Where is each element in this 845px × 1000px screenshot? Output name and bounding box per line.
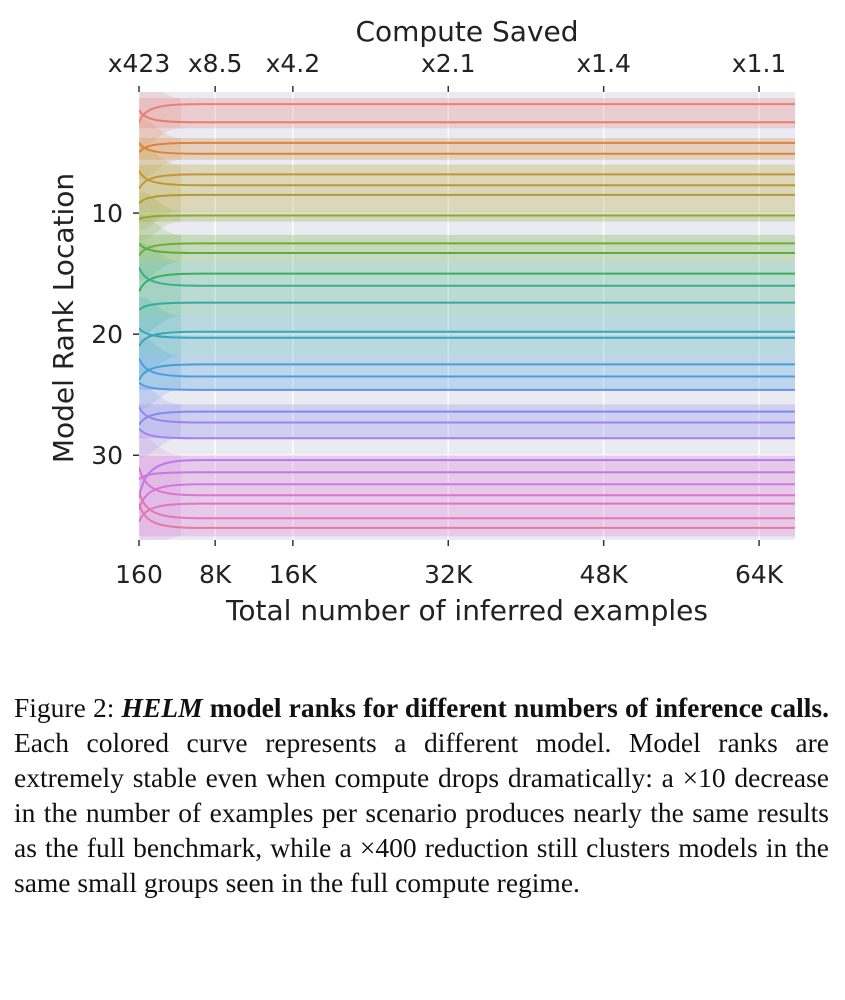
rank-band-flare <box>139 145 181 231</box>
top-axis-label: Compute Saved <box>355 15 578 48</box>
model-curve-26 <box>139 502 795 523</box>
x-axis-label: Total number of inferred examples <box>225 594 708 627</box>
model-curve-24 <box>139 483 795 511</box>
chart-figure: 160 8K 16K 32K 48K 64K x423 x8.5 x4.2 x2.1 x1.4 x1.… <box>47 15 795 627</box>
model-curve-6 <box>139 170 795 187</box>
rank-band <box>139 355 795 390</box>
top-tick-label: x1.1 <box>732 49 787 78</box>
caption-title-bold: model ranks for different numbers of inf… <box>202 692 829 723</box>
model-curve-19 <box>139 410 795 426</box>
model-curve-11 <box>139 272 795 293</box>
rank-band-flare <box>139 242 181 336</box>
gridlines <box>138 92 795 540</box>
rank-band <box>139 316 795 356</box>
model-curve-28 <box>139 503 795 529</box>
model-curve-3 <box>139 141 795 154</box>
rank-band <box>139 138 795 160</box>
rank-band-flare <box>139 215 181 281</box>
model-curve-2 <box>139 109 795 124</box>
top-tick-label: x8.5 <box>188 49 243 78</box>
top-tick-label: x423 <box>108 49 171 78</box>
plot-background <box>139 92 795 540</box>
model-rank-curves <box>139 103 795 529</box>
model-curve-27 <box>139 491 795 520</box>
rank-band <box>139 164 795 211</box>
model-curve-1 <box>139 103 795 123</box>
top-tick-label: x1.4 <box>576 49 631 78</box>
rank-stability-chart: 160 8K 16K 32K 48K 64K x423 x8.5 x4.2 x2.1 x1.4 x1.… <box>47 15 795 627</box>
top-tick-label: x4.2 <box>266 49 321 78</box>
model-curve-20 <box>139 406 795 424</box>
y-tick-label: 20 <box>91 320 123 349</box>
model-curve-9 <box>139 242 795 257</box>
rank-band <box>139 404 795 439</box>
caption-title-italic: HELM <box>121 692 203 723</box>
model-curve-12 <box>139 267 795 287</box>
figure-caption: Figure 2: HELM model ranks for different… <box>14 690 829 900</box>
x-tick-label: 160 <box>115 560 163 589</box>
y-axis-label: Model Rank Location <box>47 173 80 463</box>
model-curve-21 <box>139 427 795 440</box>
model-curve-5 <box>139 173 795 190</box>
y-tick-label: 30 <box>91 441 123 470</box>
model-curve-22 <box>139 459 795 498</box>
caption-figure-label: Figure 2: <box>14 692 122 723</box>
model-curve-4 <box>139 142 795 155</box>
model-curve-14 <box>139 330 795 347</box>
y-tick-label: 10 <box>91 199 123 228</box>
model-curve-17 <box>139 357 795 378</box>
model-curve-23 <box>139 471 795 481</box>
x-tick-label: 48K <box>580 560 629 589</box>
x-tick-label: 16K <box>269 560 318 589</box>
rank-band <box>139 98 795 129</box>
model-curve-7 <box>139 193 795 205</box>
top-tick-label: x2.1 <box>421 49 476 78</box>
rank-band <box>139 261 795 316</box>
model-curve-13 <box>139 301 795 311</box>
model-curve-18 <box>139 381 795 391</box>
rank-band-flare <box>139 118 181 180</box>
x-tick-label: 32K <box>424 560 473 589</box>
model-curve-15 <box>139 327 795 339</box>
axis-ticks: 160 8K 16K 32K 48K 64K x423 x8.5 x4.2 x2.1 x1.4 x1.… <box>91 49 786 589</box>
model-curve-10 <box>139 242 795 255</box>
caption-body: Each colored curve represents a differen… <box>14 727 829 898</box>
model-curve-8 <box>139 214 795 221</box>
x-tick-label: 64K <box>735 560 784 589</box>
model-curve-25 <box>139 467 795 497</box>
rank-band <box>139 234 795 262</box>
rank-band-flare <box>139 336 181 410</box>
model-curve-16 <box>139 363 795 381</box>
x-tick-label: 8K <box>199 560 232 589</box>
